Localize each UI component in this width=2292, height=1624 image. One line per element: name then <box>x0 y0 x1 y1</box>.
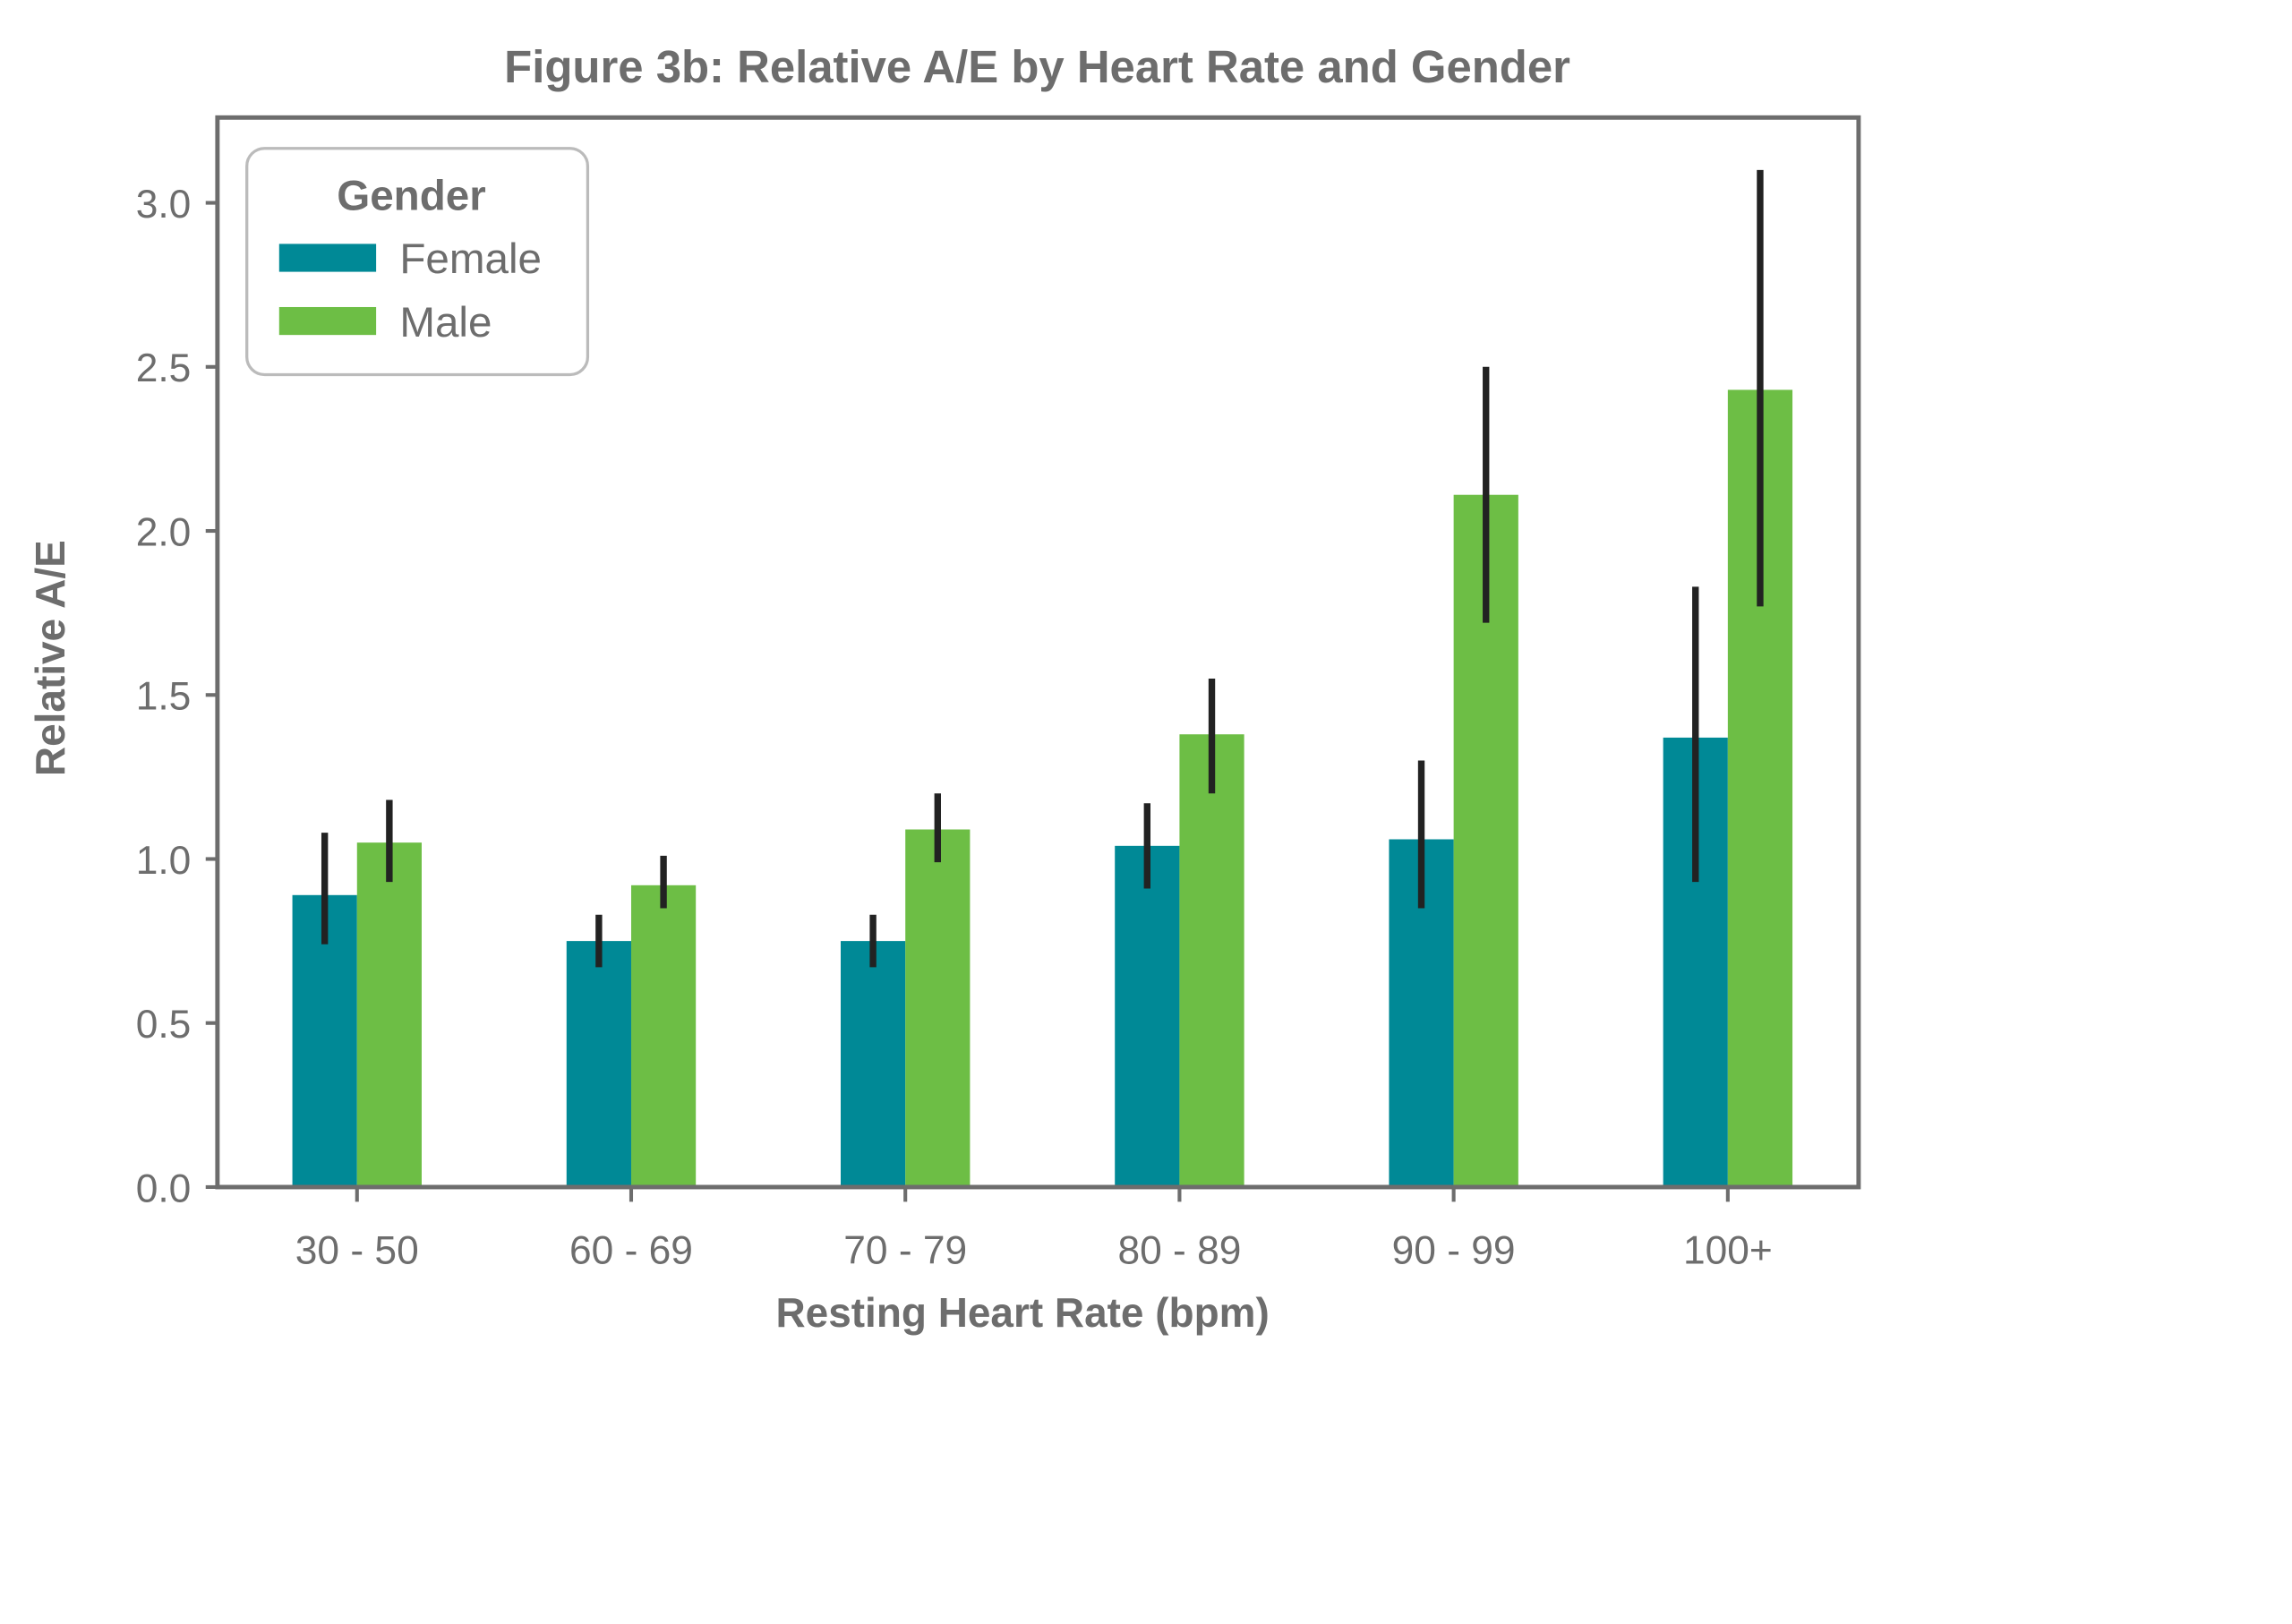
x-tick-label: 70 - 79 <box>843 1228 967 1272</box>
legend-swatch-male <box>278 306 377 336</box>
y-tick-label: 0.0 <box>136 1167 192 1210</box>
y-axis-label: Relative A/E <box>27 540 73 776</box>
bar-female-2 <box>840 941 906 1187</box>
legend-label-male: Male <box>399 299 492 346</box>
y-tick-label: 3.0 <box>136 183 192 227</box>
y-tick-label: 0.5 <box>136 1003 192 1047</box>
bar-male-1 <box>630 885 697 1187</box>
x-tick-label: 30 - 50 <box>295 1228 419 1272</box>
x-tick-label: 100+ <box>1683 1228 1773 1272</box>
legend-label-female: Female <box>399 235 542 283</box>
y-tick-label: 2.5 <box>136 346 192 390</box>
x-tick-label: 60 - 69 <box>569 1228 693 1272</box>
y-tick-label: 1.5 <box>136 675 192 719</box>
x-axis-label: Resting Heart Rate (bpm) <box>775 1289 1269 1336</box>
bar-male-0 <box>356 842 422 1187</box>
plot-frame <box>215 115 1861 1190</box>
legend-swatch-female <box>278 244 377 272</box>
bar-female-3 <box>1115 845 1180 1187</box>
legend: Gender Female Male <box>245 147 590 377</box>
y-tick-label: 2.0 <box>136 510 192 554</box>
legend-title: Gender <box>337 173 486 220</box>
y-tick-label: 1.0 <box>136 839 192 883</box>
x-tick-label: 80 - 89 <box>1117 1228 1241 1272</box>
chart-title: Figure 3b: Relative A/E by Heart Rate an… <box>504 41 1570 92</box>
bar-female-1 <box>566 941 631 1187</box>
bar-male-3 <box>1179 734 1244 1187</box>
x-tick-label: 90 - 99 <box>1392 1228 1516 1272</box>
bar-male-2 <box>905 829 971 1187</box>
